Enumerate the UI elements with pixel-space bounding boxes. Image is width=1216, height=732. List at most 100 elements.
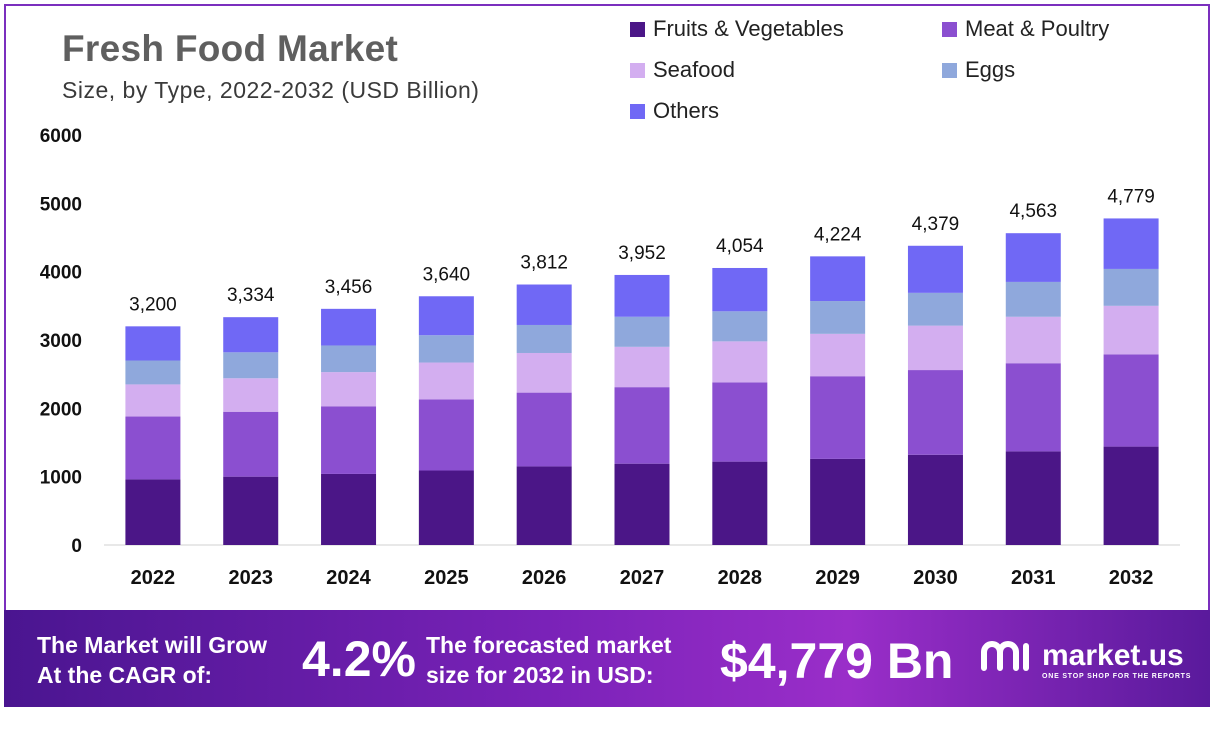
legend-swatch-fruits-vegetables: [630, 21, 645, 37]
x-tick-label-2029: 2029: [815, 567, 860, 589]
bar-total-label-2026: 3,812: [520, 253, 568, 274]
bar-segment-seafood-2031: [1005, 316, 1061, 364]
bar-segment-seafood-2029: [810, 333, 866, 377]
bar-segment-others-2028: [712, 267, 768, 312]
bar-segment-meat-poultry-2030: [907, 370, 963, 455]
y-tick-label: 6000: [40, 126, 82, 147]
bar-segment-others-2029: [810, 256, 866, 302]
bar-segment-meat-poultry-2028: [712, 382, 768, 462]
bar-segment-eggs-2025: [418, 335, 474, 363]
bar-segment-meat-poultry-2023: [223, 411, 279, 477]
brand-name: market.us: [1042, 639, 1184, 672]
y-tick-label: 5000: [40, 194, 82, 215]
legend-swatch-seafood: [630, 62, 645, 78]
bar-segment-meat-poultry-2025: [418, 399, 474, 471]
bar-segment-meat-poultry-2026: [516, 392, 572, 467]
bar-segment-eggs-2031: [1005, 281, 1061, 317]
x-tick-label-2030: 2030: [913, 567, 958, 589]
bar-segment-fruits-vegetables-2028: [712, 461, 768, 545]
market-us-logo-icon: [981, 641, 1029, 671]
x-tick-label-2022: 2022: [131, 567, 176, 589]
bar-segment-seafood-2028: [712, 341, 768, 383]
legend-label-meat-poultry: Meat & Poultry: [965, 16, 1110, 41]
legend-item-others: Others: [630, 98, 719, 124]
cagr-label-line1: The Market will Grow: [37, 632, 268, 658]
legend-label-fruits-vegetables: Fruits & Vegetables: [653, 16, 844, 41]
bar-segment-eggs-2029: [810, 301, 866, 334]
bar-segment-eggs-2032: [1103, 268, 1159, 306]
bar-segment-others-2027: [614, 274, 670, 317]
forecast-label-line2: size for 2032 in USD:: [426, 662, 654, 688]
legend-item-meat-poultry: Meat & Poultry: [942, 16, 1109, 42]
bar-total-label-2027: 3,952: [618, 243, 666, 264]
bar-segment-seafood-2023: [223, 378, 279, 412]
bar-segment-seafood-2022: [125, 384, 181, 417]
legend-swatch-others: [630, 103, 645, 119]
bar-segment-fruits-vegetables-2024: [321, 473, 377, 545]
y-tick-label: 3000: [40, 331, 82, 352]
bar-total-label-2022: 3,200: [129, 294, 177, 315]
bar-segment-meat-poultry-2027: [614, 387, 670, 464]
chart-title: Fresh Food Market: [62, 28, 399, 69]
bar-segment-others-2024: [321, 308, 377, 346]
chart-frame: [4, 4, 1210, 610]
legend-label-eggs: Eggs: [965, 57, 1016, 82]
bar-segment-fruits-vegetables-2026: [516, 466, 572, 545]
bar-segment-eggs-2024: [321, 345, 377, 373]
y-tick-label: 1000: [40, 468, 82, 489]
x-tick-label-2025: 2025: [424, 567, 469, 589]
bar-segment-fruits-vegetables-2029: [810, 458, 866, 545]
bar-segment-fruits-vegetables-2027: [614, 463, 670, 545]
x-tick-label-2024: 2024: [326, 567, 371, 589]
bar-total-label-2029: 4,224: [814, 224, 862, 245]
bar-segment-fruits-vegetables-2032: [1103, 446, 1159, 545]
chart-subtitle: Size, by Type, 2022-2032 (USD Billion): [62, 77, 480, 103]
legend-swatch-meat-poultry: [942, 21, 957, 37]
bar-total-label-2025: 3,640: [423, 264, 471, 285]
y-tick-label: 0: [71, 536, 82, 557]
bar-segment-seafood-2024: [321, 372, 377, 407]
bar-segment-eggs-2030: [907, 292, 963, 326]
x-tick-label-2027: 2027: [620, 567, 665, 589]
bar-segment-fruits-vegetables-2023: [223, 476, 279, 545]
bar-segment-eggs-2028: [712, 311, 768, 342]
legend-item-seafood: Seafood: [630, 57, 735, 83]
bar-segment-eggs-2023: [223, 352, 279, 379]
legend-swatch-eggs: [942, 62, 957, 78]
brand: market.us ONE STOP SHOP FOR THE REPORTS: [980, 638, 1190, 680]
bar-segment-others-2026: [516, 284, 572, 325]
forecast-label-line1: The forecasted market: [426, 632, 672, 658]
bar-segment-others-2023: [223, 317, 279, 353]
summary-banner: The Market will Grow At the CAGR of: 4.2…: [4, 610, 1210, 707]
legend-label-others: Others: [653, 98, 720, 123]
brand-tagline: ONE STOP SHOP FOR THE REPORTS: [1042, 673, 1192, 680]
bar-segment-fruits-vegetables-2022: [125, 479, 181, 545]
legend-item-fruits-vegetables: Fruits & Vegetables: [630, 16, 844, 42]
legend-label-seafood: Seafood: [653, 57, 735, 82]
bar-segment-seafood-2032: [1103, 305, 1159, 355]
cagr-label: The Market will Grow At the CAGR of:: [37, 630, 267, 690]
bar-segment-meat-poultry-2029: [810, 376, 866, 459]
bar-segment-eggs-2022: [125, 360, 181, 385]
y-tick-label: 4000: [40, 263, 82, 284]
bar-segment-others-2032: [1103, 218, 1159, 269]
x-tick-label-2023: 2023: [228, 567, 273, 589]
x-tick-label-2032: 2032: [1109, 567, 1154, 589]
bar-segment-fruits-vegetables-2031: [1005, 451, 1061, 545]
legend: Fruits & Vegetables Meat & Poultry Seafo…: [630, 16, 1190, 136]
forecast-label: The forecasted market size for 2032 in U…: [426, 630, 671, 690]
bar-segment-meat-poultry-2031: [1005, 363, 1061, 452]
bar-segment-fruits-vegetables-2030: [907, 454, 963, 545]
bar-segment-meat-poultry-2022: [125, 416, 181, 480]
bar-total-label-2032: 4,779: [1107, 186, 1155, 207]
bar-total-label-2028: 4,054: [716, 236, 764, 257]
bar-segment-fruits-vegetables-2025: [418, 470, 474, 545]
bar-segment-others-2030: [907, 245, 963, 293]
bar-segment-seafood-2026: [516, 352, 572, 393]
bar-segment-others-2031: [1005, 233, 1061, 282]
x-tick-label-2031: 2031: [1011, 567, 1056, 589]
bar-segment-meat-poultry-2032: [1103, 354, 1159, 447]
bar-segment-others-2022: [125, 326, 181, 361]
x-tick-label-2026: 2026: [522, 567, 567, 589]
forecast-value: $4,779 Bn: [720, 633, 954, 689]
